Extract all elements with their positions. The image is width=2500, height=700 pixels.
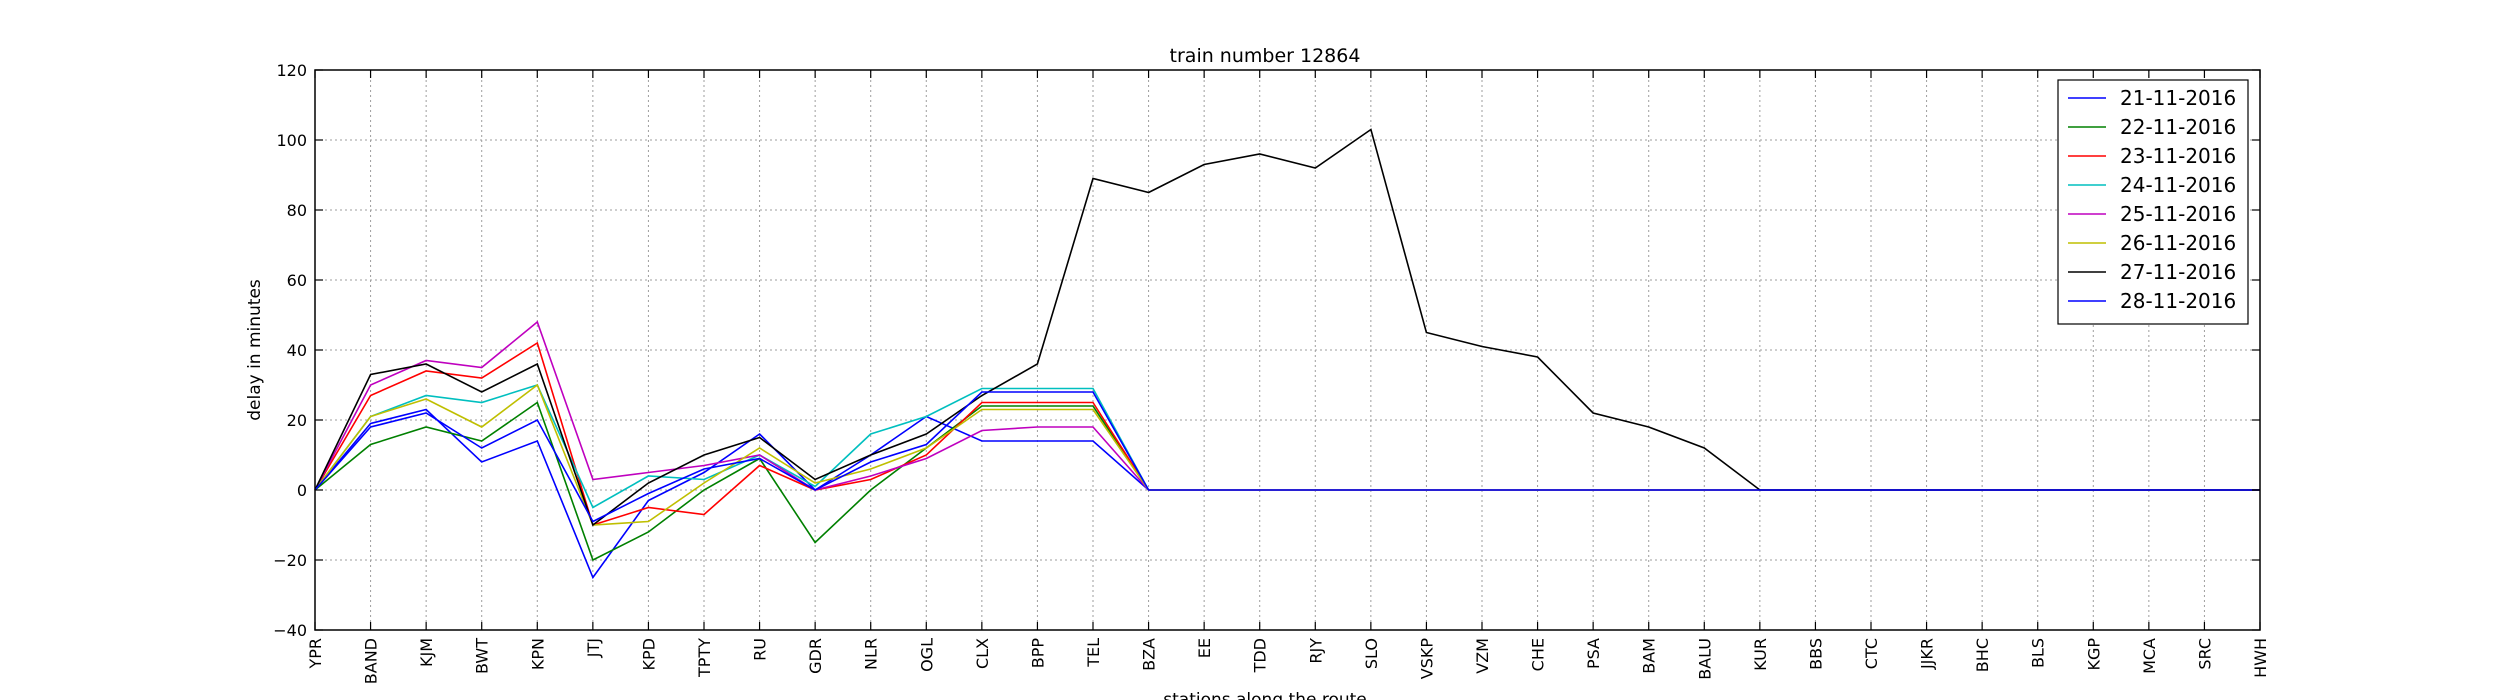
y-tick-label: 120 — [276, 61, 307, 80]
x-tick-label: BALU — [1695, 638, 1714, 680]
x-tick-label: SLO — [1362, 638, 1381, 669]
x-tick-label: BHC — [1973, 638, 1992, 672]
x-tick-label: BLS — [2029, 638, 2048, 668]
legend-box — [2057, 79, 2249, 325]
x-tick-label: VSKP — [1417, 638, 1436, 680]
x-tick-label: MCA — [2140, 638, 2159, 674]
legend-label: 23-11-2016 — [2120, 144, 2236, 168]
x-axis-label: stations along the route — [1163, 690, 1367, 700]
x-tick-label: RJY — [1306, 638, 1325, 664]
series-line-23-11-2016 — [314, 341, 2260, 527]
x-tick-label: OGL — [917, 638, 936, 672]
series-line-27-11-2016 — [314, 128, 2260, 527]
x-tick-label: JJKR — [1918, 638, 1937, 670]
x-tick-label: BWT — [473, 638, 492, 674]
x-tick-label: GDR — [806, 638, 825, 674]
x-tick-label: BBS — [1806, 638, 1825, 670]
series-line-26-11-2016 — [314, 383, 2260, 526]
x-tick-label: RU — [751, 638, 770, 661]
x-tick-label: BAND — [362, 638, 381, 684]
legend-label: 26-11-2016 — [2120, 231, 2236, 255]
y-tick-label: −20 — [273, 551, 307, 570]
y-tick-label: 20 — [287, 411, 307, 430]
x-tick-label: TDD — [1251, 638, 1270, 673]
legend-label: 21-11-2016 — [2120, 86, 2236, 110]
y-tick-labels: −40 −20 0 20 40 60 80 100 120 — [273, 61, 307, 640]
legend-label: 24-11-2016 — [2120, 173, 2236, 197]
x-tick-label: NLR — [862, 638, 881, 670]
y-tick-label: 100 — [276, 131, 307, 150]
series-lines — [314, 128, 2260, 580]
x-tick-label: VZM — [1473, 638, 1492, 674]
legend: 21-11-2016 22-11-2016 23-11-2016 24-11-2016… — [2057, 79, 2249, 325]
x-tick-label: BZA — [1140, 638, 1159, 671]
legend-label: 27-11-2016 — [2120, 260, 2236, 284]
x-tick-label: HWH — [2251, 638, 2270, 678]
axis-ticks — [314, 69, 2261, 631]
legend-label: 28-11-2016 — [2120, 289, 2236, 313]
x-tick-label: KPN — [528, 638, 547, 670]
y-axis-label: delay in minutes — [245, 279, 265, 421]
y-tick-label: 40 — [287, 341, 307, 360]
x-tick-label: KGP — [2084, 638, 2103, 671]
y-tick-label: 60 — [287, 271, 307, 290]
series-line-22-11-2016 — [314, 401, 2260, 562]
x-tick-label: YPR — [306, 638, 325, 670]
x-tick-label: KUR — [1751, 638, 1770, 671]
x-tick-label: KJM — [417, 638, 436, 667]
y-tick-label: 80 — [287, 201, 307, 220]
x-tick-label: EE — [1195, 638, 1214, 658]
y-tick-label: 0 — [297, 481, 307, 500]
x-tick-label: SRC — [2195, 638, 2214, 670]
x-tick-label: JTJ — [584, 638, 603, 658]
legend-label: 22-11-2016 — [2120, 115, 2236, 139]
x-tick-label: TPTY — [695, 638, 714, 678]
series-line-28-11-2016 — [314, 391, 2260, 523]
x-tick-label: CLX — [973, 638, 992, 669]
chart-title: train number 12864 — [1170, 45, 1361, 67]
x-tick-label: PSA — [1584, 638, 1603, 669]
x-tick-label: BAM — [1640, 638, 1659, 674]
series-line-24-11-2016 — [314, 384, 2260, 509]
legend-label: 25-11-2016 — [2120, 202, 2236, 226]
x-tick-label: TEL — [1084, 638, 1103, 668]
grid-lines — [315, 70, 2260, 630]
series-line-25-11-2016 — [314, 320, 2260, 491]
x-tick-label: CHE — [1529, 638, 1548, 671]
y-tick-label: −40 — [273, 621, 307, 640]
x-tick-label: KPD — [639, 638, 658, 670]
x-tick-labels: YPR BAND KJM BWT KPN JTJ KPD TPTY RU GDR NLR OGL CLX… — [306, 638, 2270, 685]
x-tick-label: BPP — [1028, 638, 1047, 669]
x-tick-label: CTC — [1862, 638, 1881, 669]
